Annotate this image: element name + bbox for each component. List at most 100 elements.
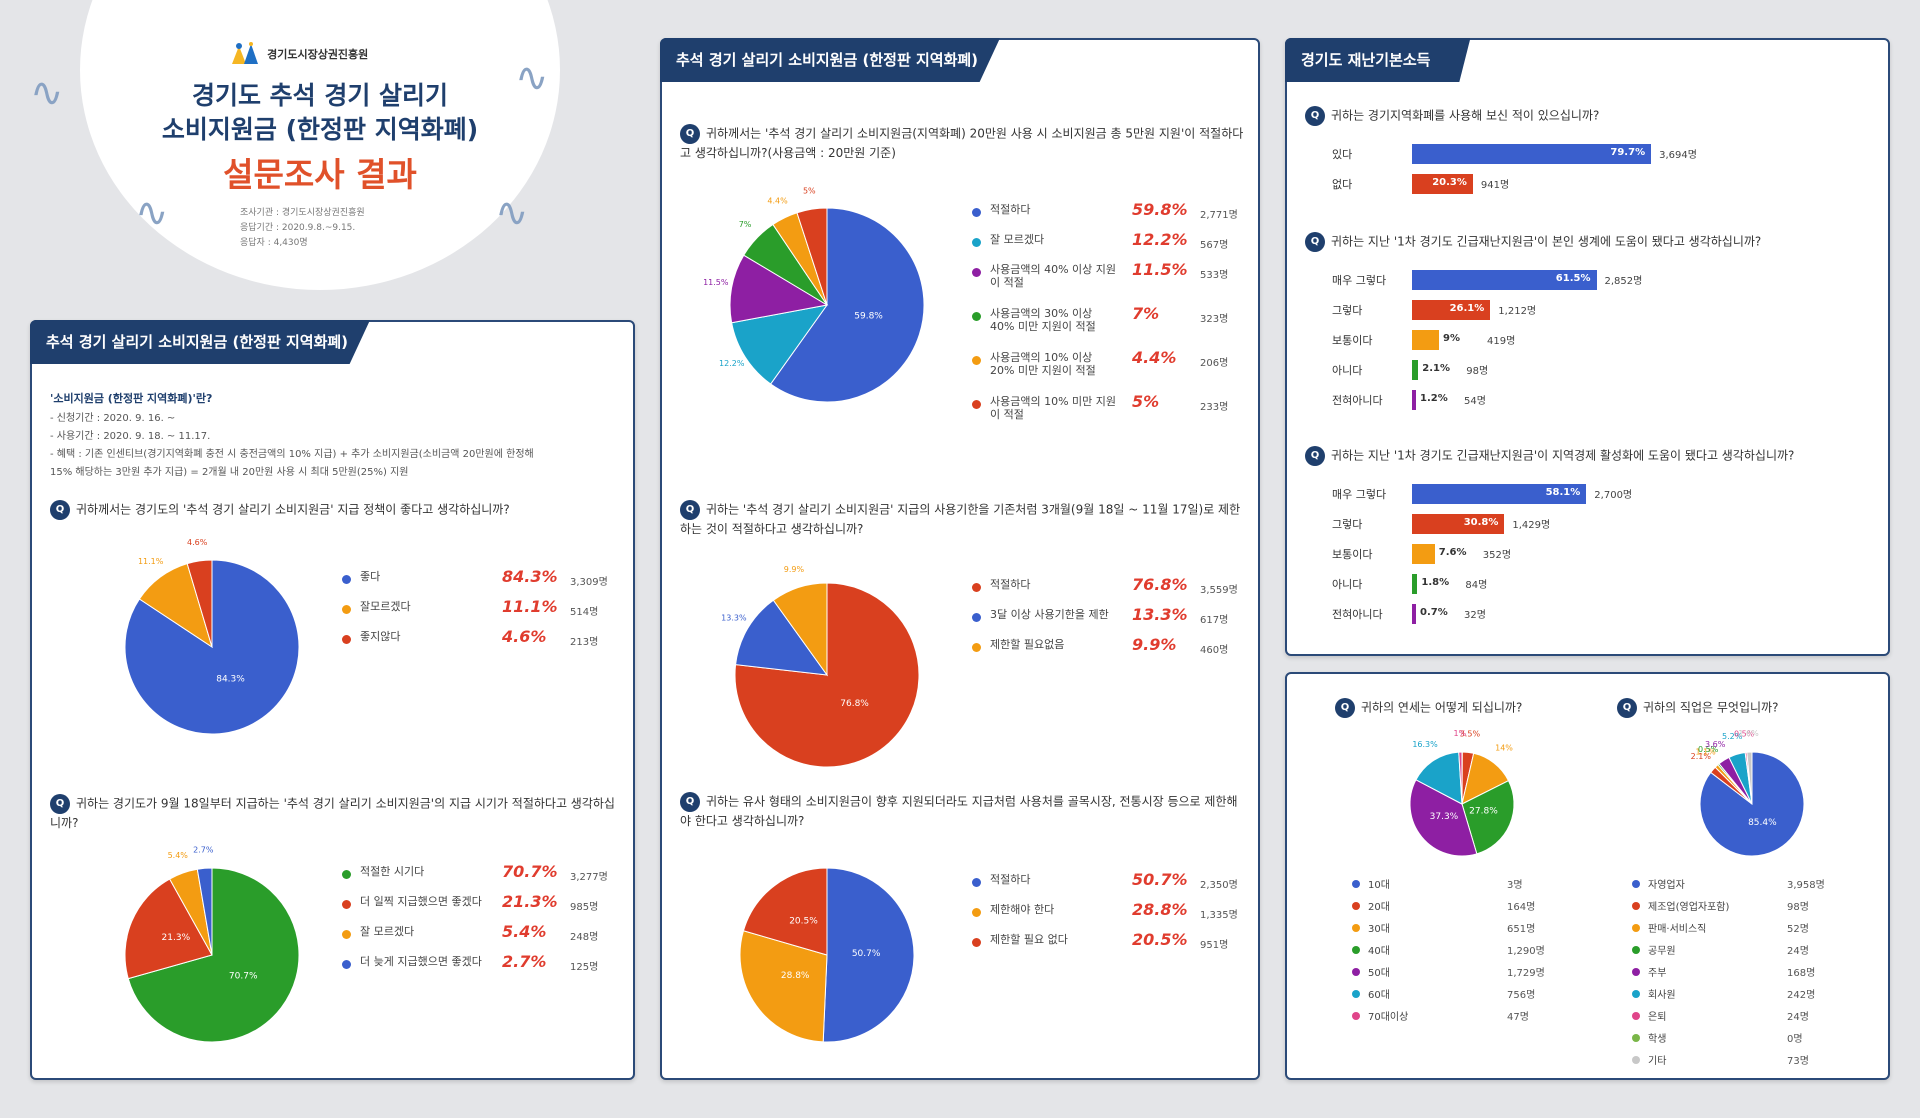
meta-line: 응답자 : 4,430명 <box>240 238 308 248</box>
legend-label: 제조업(영업자포함) <box>1648 902 1730 913</box>
bar-category-label: 전혀아니다 <box>1332 394 1383 407</box>
legend-label: 제한할 필요없음 <box>990 638 1065 651</box>
info-list: - 신청기간 : 2020. 9. 16. ~ - 사용기간 : 2020. 9… <box>50 410 620 482</box>
pie-data-label: 5.2% <box>1722 732 1743 741</box>
legend-item: 적절하다 59.8% 2,771명 <box>972 200 1252 230</box>
legend-item: 좋다 84.3% 3,309명 <box>342 567 622 597</box>
question-number-icon: Q <box>680 792 700 812</box>
legend-percent: 4.6% <box>502 627 547 646</box>
pie-slice <box>742 867 828 956</box>
bar: 26.1% <box>1412 300 1491 320</box>
legend-label: 사용금액의 40% 이상 지원이 적절 <box>990 263 1117 289</box>
title-line2: 소비지원금 (한정판 지역화폐) <box>161 115 479 144</box>
legend-item: 제한해야 한다 28.8% 1,335명 <box>972 900 1252 930</box>
info-title: '소비지원금 (한정판 지역화폐)'란? <box>50 392 213 405</box>
pie-q3: 59.8% 12.2% 11.5% 7% 4.4% 5% <box>703 186 925 403</box>
legend-count: 0명 <box>1787 1034 1803 1045</box>
legend-label: 판매·서비스직 <box>1648 924 1707 935</box>
legend-percent: 5% <box>1132 392 1160 411</box>
question-4: Q 귀하는 '추석 경기 살리기 소비지원금' 지급의 사용기한을 기존처럼 3개… <box>680 500 1245 538</box>
legend-item: 자영업자 3,958명 <box>1632 874 1862 896</box>
question-number-icon: Q <box>50 500 70 520</box>
legend-item: 사용금액의 10% 이상 20% 미만 지원이 적절 4.4% 206명 <box>972 348 1252 392</box>
legend-item: 50대 1,729명 <box>1352 962 1582 984</box>
legend-count: 1,729명 <box>1507 968 1545 979</box>
legend-dot-icon <box>342 960 351 969</box>
question-1: Q 귀하께서는 경기도의 '추석 경기 살리기 소비지원금' 지급 정책이 좋다고… <box>50 500 620 520</box>
pie-data-label: 84.3% <box>216 674 245 684</box>
legend-percent: 13.3% <box>1132 605 1188 624</box>
hbar-chart-q6: 있다 79.7% 3,694명 없다 20.3% 941명 <box>1332 142 1872 202</box>
legend-item: 잘 모르겠다 5.4% 248명 <box>342 922 622 952</box>
bar-count: 98명 <box>1466 366 1489 377</box>
pie-data-label: 5.4% <box>168 851 189 860</box>
legend-dot-icon <box>1352 880 1360 888</box>
bar-row: 보통이다 7.6% 352명 <box>1332 542 1872 566</box>
question-text: 귀하는 경기지역화폐를 사용해 보신 적이 있으십니까? <box>1331 108 1600 123</box>
header-meta: 조사기관 : 경기도시장상권진흥원 응답기간 : 2020.9.8.~9.15.… <box>240 206 365 251</box>
info-item: - 신청기간 : 2020. 9. 16. ~ <box>50 413 176 424</box>
pie-slice <box>772 582 828 677</box>
legend-label: 좋다 <box>360 570 381 583</box>
legend-count: 3명 <box>1507 880 1523 891</box>
bar: 1.8% <box>1412 574 1449 594</box>
pie-data-label: 59.8% <box>854 311 883 321</box>
legend-label: 적절하다 <box>990 578 1031 591</box>
bar: 1.2% <box>1412 390 1448 410</box>
legend-dot-icon <box>972 643 981 652</box>
bar-category-label: 그렇다 <box>1332 518 1363 531</box>
legend-item: 판매·서비스직 52명 <box>1632 918 1862 940</box>
legend-label: 사용금액의 10% 이상 20% 미만 지원이 적절 <box>990 351 1096 377</box>
legend-label: 주부 <box>1648 968 1667 979</box>
bar-count: 1,429명 <box>1512 520 1551 531</box>
legend-item: 더 일찍 지급했으면 좋겠다 21.3% 985명 <box>342 892 622 922</box>
pie-slice <box>731 304 829 385</box>
legend-dot-icon <box>1352 946 1360 954</box>
pie-data-label: 1% <box>1454 729 1467 738</box>
legend-q1: 좋다 84.3% 3,309명 잘모르겠다 11.1% 514명 좋지않다 4.6% 213명 <box>342 567 622 657</box>
legend-item: 잘모르겠다 11.1% 514명 <box>342 597 622 627</box>
legend-item: 70대이상 47명 <box>1352 1006 1582 1028</box>
legend-dot-icon <box>1632 1056 1640 1064</box>
question-text: 귀하의 연세는 어떻게 되십니까? <box>1361 700 1523 715</box>
question-text: 귀하께서는 '추석 경기 살리기 소비지원금(지역화폐) 20만원 사용 시 소… <box>680 126 1244 161</box>
legend-item: 사용금액의 40% 이상 지원이 적절 11.5% 533명 <box>972 260 1252 304</box>
pie-slice <box>1458 751 1463 805</box>
question-number-icon: Q <box>680 500 700 520</box>
cloud-left-icon: ∿ <box>30 70 64 116</box>
question-text: 귀하의 직업은 무엇입니까? <box>1643 700 1779 715</box>
pie-q4: 76.8% 13.3% 9.9% <box>721 565 920 768</box>
bar-count: 54명 <box>1464 396 1486 407</box>
legend-item: 잘 모르겠다 12.2% 567명 <box>972 230 1252 260</box>
bar: 58.1% <box>1412 484 1587 504</box>
panel-right-top: 경기도 재난기본소득 Q 귀하는 경기지역화폐를 사용해 보신 적이 있으십니까?… <box>1285 38 1890 656</box>
legend-q2: 적절한 시기다 70.7% 3,277명 더 일찍 지급했으면 좋겠다 21.3% 985… <box>342 862 622 982</box>
title-line3: 설문조사 결과 <box>223 155 417 194</box>
bar-data-label: 0.7% <box>1420 607 1448 618</box>
legend-label: 제한해야 한다 <box>990 903 1055 916</box>
legend-label: 회사원 <box>1648 990 1676 1001</box>
bar-category-label: 있다 <box>1332 148 1353 161</box>
legend-item: 3달 이상 사용기한을 제한 13.3% 617명 <box>972 605 1252 635</box>
legend-count: 24명 <box>1787 1012 1809 1023</box>
legend-label: 40대 <box>1368 946 1390 957</box>
bar-count: 419명 <box>1487 336 1516 347</box>
bar-category-label: 아니다 <box>1332 364 1363 377</box>
pie-data-label: 0.5% <box>1698 745 1719 754</box>
legend-item: 적절한 시기다 70.7% 3,277명 <box>342 862 622 892</box>
legend-dot-icon <box>972 878 981 887</box>
pie-slice <box>739 930 828 1043</box>
legend-label: 자영업자 <box>1648 880 1685 891</box>
legend-dot-icon <box>1632 946 1640 954</box>
panel-left: 추석 경기 살리기 소비지원금 (한정판 지역화폐) '소비지원금 (한정판 지… <box>30 320 635 1080</box>
pie-data-label: 9.9% <box>784 565 805 574</box>
pie-data-label: 4.6% <box>187 538 208 547</box>
legend-count: 3,309명 <box>570 577 608 588</box>
pie-data-label: 50.7% <box>852 949 881 959</box>
bar-category-label: 아니다 <box>1332 578 1363 591</box>
legend-item: 40대 1,290명 <box>1352 940 1582 962</box>
legend-count: 1,335명 <box>1200 910 1238 921</box>
legend-count: 52명 <box>1787 924 1809 935</box>
legend-dot-icon <box>342 575 351 584</box>
pie-data-label: 28.8% <box>781 971 810 981</box>
